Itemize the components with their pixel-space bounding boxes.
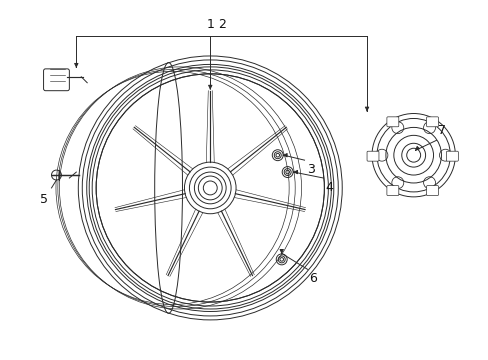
Text: 6: 6 [309, 272, 317, 285]
FancyBboxPatch shape [386, 117, 398, 127]
Text: 3: 3 [307, 163, 315, 176]
FancyBboxPatch shape [366, 151, 378, 161]
Text: 4: 4 [325, 181, 332, 194]
FancyBboxPatch shape [426, 186, 438, 195]
Text: 5: 5 [40, 193, 47, 206]
FancyBboxPatch shape [426, 117, 438, 127]
Text: 1: 1 [206, 18, 214, 31]
FancyBboxPatch shape [43, 69, 69, 91]
Text: 2: 2 [218, 18, 225, 31]
FancyBboxPatch shape [386, 186, 398, 195]
FancyBboxPatch shape [446, 151, 457, 161]
Text: 7: 7 [438, 124, 446, 137]
